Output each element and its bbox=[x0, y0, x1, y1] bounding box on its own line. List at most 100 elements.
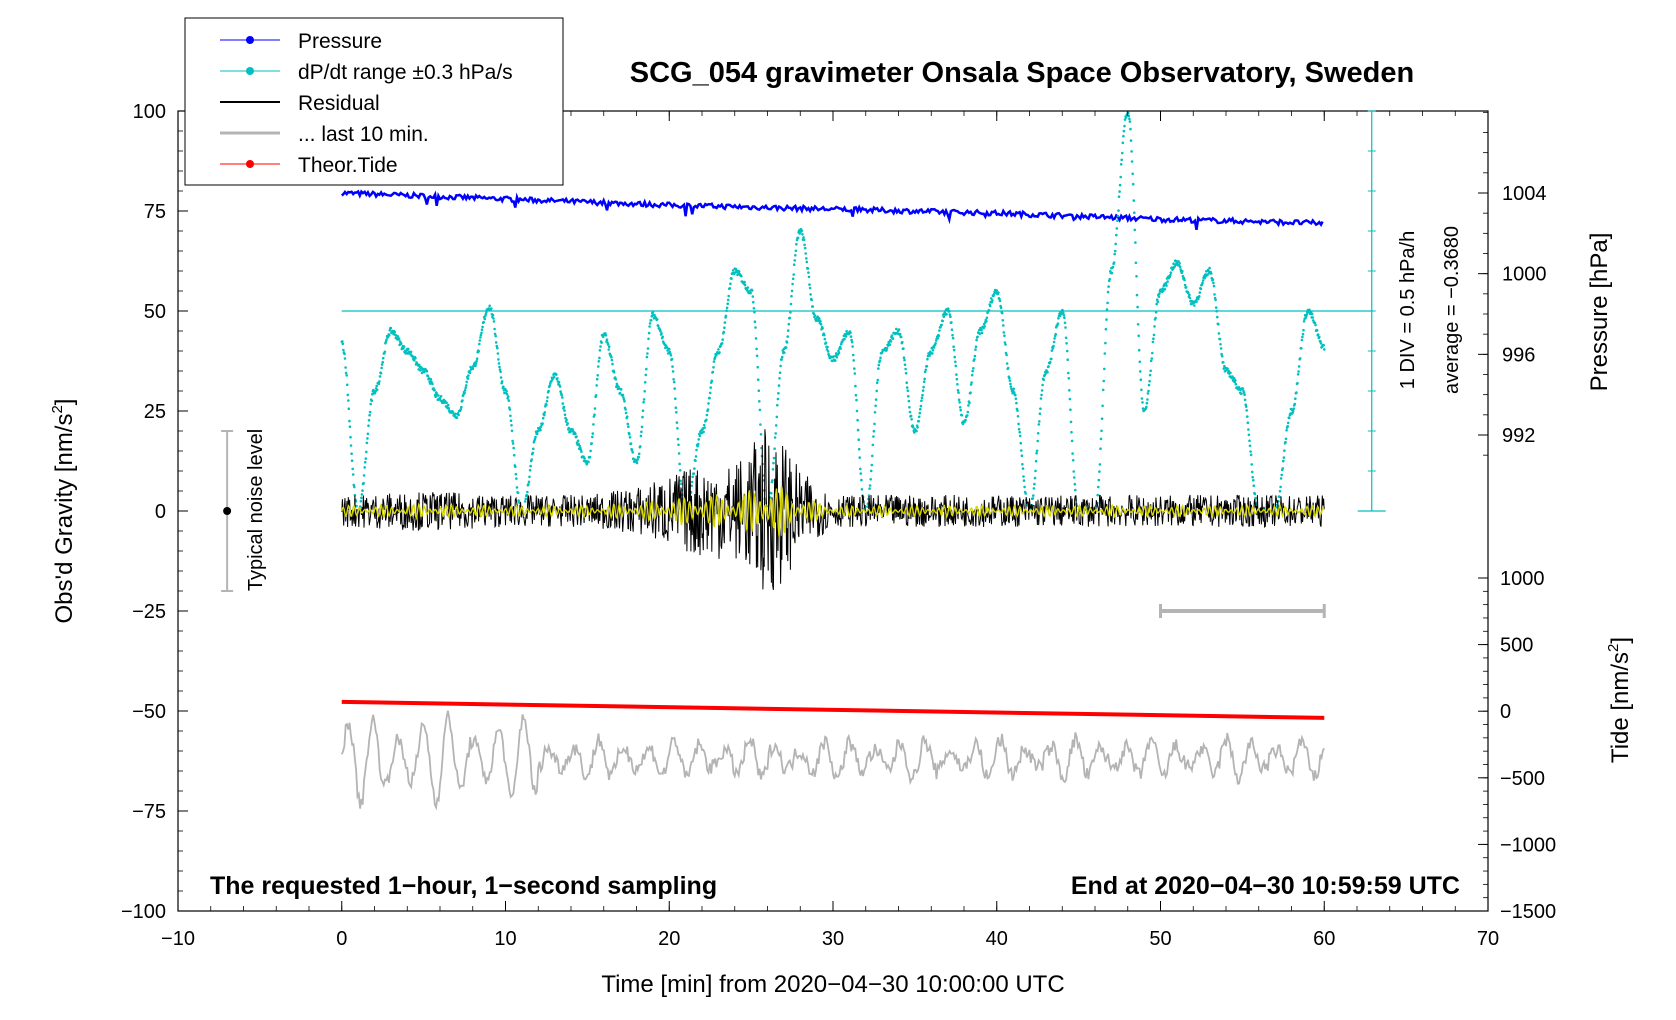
dpdt-point bbox=[978, 332, 982, 336]
dpdt-point bbox=[945, 312, 948, 316]
dpdt-point bbox=[823, 333, 826, 337]
dpdt-point bbox=[872, 435, 875, 438]
dpdt-point bbox=[1152, 337, 1155, 341]
dpdt-point bbox=[341, 342, 345, 346]
dpdt-point bbox=[1070, 430, 1073, 434]
dpdt-point bbox=[873, 422, 876, 426]
dpdt-point bbox=[711, 370, 715, 374]
dpdt-point bbox=[1157, 295, 1161, 298]
dpdt-point bbox=[591, 435, 594, 439]
dpdt-point bbox=[1022, 479, 1026, 482]
dpdt-point bbox=[1132, 199, 1136, 202]
dpdt-point bbox=[1039, 407, 1042, 411]
dpdt-point bbox=[1178, 262, 1181, 265]
dpdt-point bbox=[527, 482, 530, 486]
dpdt-point bbox=[1291, 409, 1295, 413]
dpdt-point bbox=[909, 414, 913, 418]
dpdt-point bbox=[998, 299, 1002, 303]
dpdt-point bbox=[1309, 310, 1313, 314]
dpdt-point bbox=[991, 299, 994, 302]
dpdt-point bbox=[826, 350, 830, 353]
dpdt-point bbox=[1213, 293, 1216, 296]
dpdt-point bbox=[1069, 420, 1073, 424]
dpdt-point bbox=[853, 367, 856, 370]
dpdt-point bbox=[497, 358, 500, 361]
dpdt-point bbox=[750, 289, 754, 292]
dpdt-point bbox=[1140, 388, 1143, 392]
dpdt-point bbox=[902, 347, 905, 350]
dpdt-point bbox=[360, 493, 364, 496]
legend-label-residual: Residual bbox=[298, 92, 380, 115]
dpdt-point bbox=[362, 474, 366, 477]
dpdt-point bbox=[414, 356, 417, 360]
dpdt-point bbox=[366, 432, 370, 436]
dpdt-point bbox=[959, 408, 962, 412]
dpdt-point bbox=[755, 347, 758, 351]
dpdt-point bbox=[1148, 379, 1151, 383]
dpdt-point bbox=[845, 330, 848, 333]
dpdt-point bbox=[868, 487, 871, 490]
dpdt-point bbox=[953, 355, 956, 359]
dpdt-point bbox=[574, 432, 577, 436]
dpdt-point bbox=[459, 408, 463, 411]
dpdt-point bbox=[1278, 489, 1282, 493]
dpdt-point bbox=[1246, 421, 1250, 425]
dpdt-point bbox=[923, 370, 927, 374]
dpdt-point bbox=[753, 310, 756, 314]
dpdt-point bbox=[705, 418, 708, 422]
dpdt-point bbox=[988, 304, 992, 308]
dpdt-point bbox=[367, 424, 370, 428]
dpdt-point bbox=[1073, 476, 1076, 479]
dpdt-point bbox=[999, 306, 1003, 310]
dpdt-point bbox=[1040, 389, 1044, 392]
dpdt-point bbox=[875, 381, 879, 385]
dpdt-point bbox=[359, 499, 363, 503]
dpdt-point bbox=[1234, 379, 1237, 382]
dpdt-point bbox=[941, 319, 944, 323]
dpdt-point bbox=[1246, 415, 1249, 418]
dpdt-point bbox=[873, 411, 877, 414]
dpdt-point bbox=[709, 386, 712, 389]
dpdt-point bbox=[461, 399, 464, 402]
dpdt-point bbox=[589, 449, 592, 453]
dpdt-point bbox=[697, 438, 700, 441]
dpdt-point bbox=[997, 291, 1000, 294]
dpdt-point bbox=[375, 384, 379, 388]
dpdt-point bbox=[825, 348, 829, 351]
chart-title: SCG_054 gravimeter Onsala Space Observat… bbox=[630, 57, 1414, 89]
dpdt-point bbox=[694, 455, 698, 458]
dpdt-point bbox=[773, 447, 776, 451]
dpdt-point bbox=[789, 302, 793, 306]
dpdt-point bbox=[431, 382, 434, 386]
dpdt-point bbox=[1232, 377, 1236, 380]
dpdt-point bbox=[494, 341, 498, 344]
dpdt-point bbox=[968, 401, 971, 405]
dpdt-point bbox=[802, 238, 806, 241]
dpdt-point bbox=[897, 328, 901, 331]
dpdt-point bbox=[675, 421, 679, 424]
dpdt-point bbox=[627, 425, 630, 429]
dpdt-point bbox=[934, 339, 938, 342]
dpdt-point bbox=[1124, 116, 1128, 119]
dpdt-point bbox=[388, 329, 392, 332]
dpdt-point bbox=[1010, 387, 1013, 391]
dpdt-point bbox=[952, 345, 955, 349]
dpdt-point bbox=[460, 405, 463, 409]
dpdt-point bbox=[533, 437, 537, 441]
dpdt-point bbox=[917, 415, 921, 419]
dpdt-point bbox=[1252, 479, 1255, 482]
data-layer bbox=[221, 110, 1386, 811]
dpdt-point bbox=[494, 334, 498, 338]
dpdt-point bbox=[1128, 117, 1131, 121]
dpdt-point bbox=[922, 385, 925, 389]
dpdt-point bbox=[1153, 325, 1156, 328]
dpdt-point bbox=[477, 350, 481, 353]
axes-layer: −10 0 10 20 30 40 50 60 70−100−75−50−25025507510… bbox=[121, 101, 1556, 950]
dpdt-point bbox=[670, 357, 674, 361]
dpdt-point bbox=[447, 406, 451, 410]
dpdt-point bbox=[910, 418, 913, 421]
dpdt-point bbox=[1161, 289, 1165, 293]
dpdt-point bbox=[628, 433, 631, 436]
dpdt-point bbox=[506, 395, 510, 398]
dpdt-point bbox=[1042, 378, 1045, 382]
